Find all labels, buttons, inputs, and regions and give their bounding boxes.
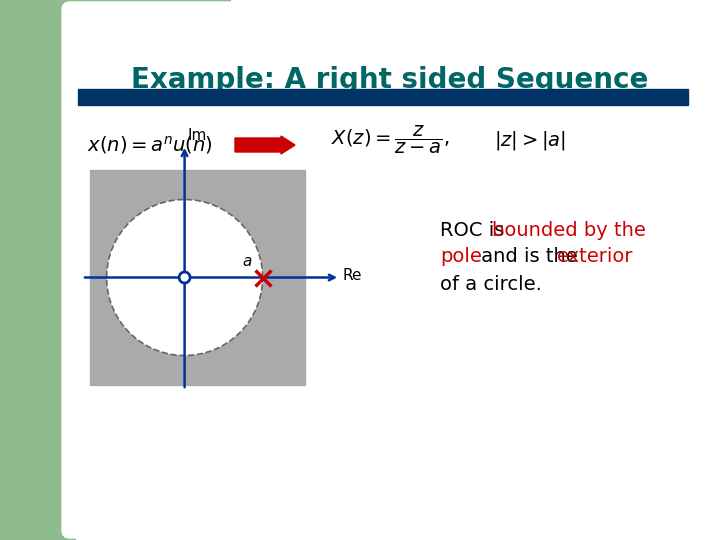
Bar <box>90 170 305 385</box>
Text: Re: Re <box>342 268 361 283</box>
Circle shape <box>107 199 263 355</box>
Text: and is the: and is the <box>475 247 584 267</box>
Text: $a$: $a$ <box>242 253 253 268</box>
Text: ROC is: ROC is <box>440 220 510 240</box>
Text: $|z|>|a|$: $|z|>|a|$ <box>494 129 566 152</box>
Text: bounded by the: bounded by the <box>492 220 646 240</box>
FancyBboxPatch shape <box>62 2 720 538</box>
Text: Im: Im <box>188 128 207 143</box>
Text: of a circle.: of a circle. <box>440 274 542 294</box>
Bar <box>78 89 688 105</box>
Text: $x(n)=a^{n}u(n)$: $x(n)=a^{n}u(n)$ <box>87 134 213 156</box>
Text: pole: pole <box>440 247 482 267</box>
Bar <box>0 0 75 540</box>
Text: Example: A right sided Sequence: Example: A right sided Sequence <box>131 66 649 94</box>
FancyArrow shape <box>235 136 295 154</box>
Text: $X(z)=\dfrac{z}{z-a},$: $X(z)=\dfrac{z}{z-a},$ <box>330 124 449 156</box>
Circle shape <box>179 272 190 283</box>
Text: exterior: exterior <box>557 247 634 267</box>
Bar <box>0 0 230 150</box>
